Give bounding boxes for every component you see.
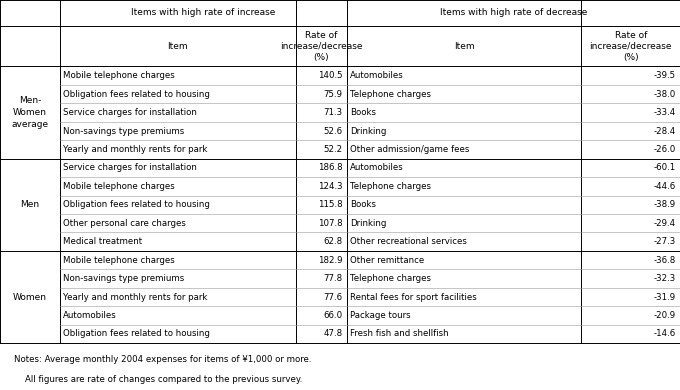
Text: Service charges for installation: Service charges for installation (63, 163, 197, 172)
Text: -38.0: -38.0 (653, 90, 676, 99)
Text: Other admission/game fees: Other admission/game fees (350, 145, 470, 154)
Text: Mobile telephone charges: Mobile telephone charges (63, 256, 175, 265)
Text: Telephone charges: Telephone charges (350, 274, 431, 283)
Text: Medical treatment: Medical treatment (63, 237, 142, 246)
Text: Non-savings type premiums: Non-savings type premiums (63, 274, 184, 283)
Text: Yearly and monthly rents for park: Yearly and monthly rents for park (63, 292, 207, 301)
Text: Men: Men (20, 200, 39, 209)
Text: Books: Books (350, 108, 376, 117)
Text: Automobiles: Automobiles (350, 163, 404, 172)
Text: 47.8: 47.8 (324, 330, 343, 339)
Text: 66.0: 66.0 (324, 311, 343, 320)
Text: -38.9: -38.9 (653, 200, 676, 209)
Text: Other recreational services: Other recreational services (350, 237, 467, 246)
Text: -36.8: -36.8 (653, 256, 676, 265)
Text: Obligation fees related to housing: Obligation fees related to housing (63, 90, 210, 99)
Text: -32.3: -32.3 (653, 274, 676, 283)
Text: 124.3: 124.3 (318, 182, 343, 191)
Text: Notes: Average monthly 2004 expenses for items of ¥1,000 or more.: Notes: Average monthly 2004 expenses for… (14, 355, 311, 364)
Text: 182.9: 182.9 (318, 256, 343, 265)
Text: -20.9: -20.9 (653, 311, 676, 320)
Text: Mobile telephone charges: Mobile telephone charges (63, 71, 175, 80)
Text: Rate of
increase/decrease
(%): Rate of increase/decrease (%) (280, 30, 362, 62)
Text: -27.3: -27.3 (653, 237, 676, 246)
Text: Items with high rate of decrease: Items with high rate of decrease (440, 9, 587, 18)
Text: 115.8: 115.8 (318, 200, 343, 209)
Text: Rental fees for sport facilities: Rental fees for sport facilities (350, 292, 477, 301)
Text: Books: Books (350, 200, 376, 209)
Text: 77.6: 77.6 (324, 292, 343, 301)
Text: 77.8: 77.8 (324, 274, 343, 283)
Text: -29.4: -29.4 (653, 219, 676, 228)
Text: Automobiles: Automobiles (350, 71, 404, 80)
Text: Item: Item (167, 42, 188, 51)
Text: Men-
Women
average: Men- Women average (12, 96, 48, 129)
Text: Drinking: Drinking (350, 219, 386, 228)
Text: -28.4: -28.4 (653, 126, 676, 135)
Text: -26.0: -26.0 (653, 145, 676, 154)
Text: -60.1: -60.1 (653, 163, 676, 172)
Text: Drinking: Drinking (350, 126, 386, 135)
Text: Package tours: Package tours (350, 311, 411, 320)
Text: 140.5: 140.5 (318, 71, 343, 80)
Text: 52.6: 52.6 (324, 126, 343, 135)
Text: All figures are rate of changes compared to the previous survey.: All figures are rate of changes compared… (14, 374, 302, 383)
Text: Yearly and monthly rents for park: Yearly and monthly rents for park (63, 145, 207, 154)
Text: Telephone charges: Telephone charges (350, 90, 431, 99)
Text: Other remittance: Other remittance (350, 256, 424, 265)
Text: -39.5: -39.5 (653, 71, 676, 80)
Text: 75.9: 75.9 (324, 90, 343, 99)
Text: 52.2: 52.2 (324, 145, 343, 154)
Text: Telephone charges: Telephone charges (350, 182, 431, 191)
Text: -44.6: -44.6 (653, 182, 676, 191)
Text: Obligation fees related to housing: Obligation fees related to housing (63, 330, 210, 339)
Text: 71.3: 71.3 (324, 108, 343, 117)
Text: Rate of
increase/decrease
(%): Rate of increase/decrease (%) (590, 30, 672, 62)
Text: Other personal care charges: Other personal care charges (63, 219, 186, 228)
Text: 107.8: 107.8 (318, 219, 343, 228)
Text: Item: Item (454, 42, 475, 51)
Text: -31.9: -31.9 (653, 292, 676, 301)
Text: Non-savings type premiums: Non-savings type premiums (63, 126, 184, 135)
Text: Items with high rate of increase: Items with high rate of increase (131, 9, 275, 18)
Text: Service charges for installation: Service charges for installation (63, 108, 197, 117)
Text: -33.4: -33.4 (653, 108, 676, 117)
Text: 62.8: 62.8 (324, 237, 343, 246)
Text: Women: Women (13, 292, 47, 301)
Text: Mobile telephone charges: Mobile telephone charges (63, 182, 175, 191)
Text: Obligation fees related to housing: Obligation fees related to housing (63, 200, 210, 209)
Text: Automobiles: Automobiles (63, 311, 117, 320)
Text: -14.6: -14.6 (653, 330, 676, 339)
Text: Fresh fish and shellfish: Fresh fish and shellfish (350, 330, 449, 339)
Text: 186.8: 186.8 (318, 163, 343, 172)
